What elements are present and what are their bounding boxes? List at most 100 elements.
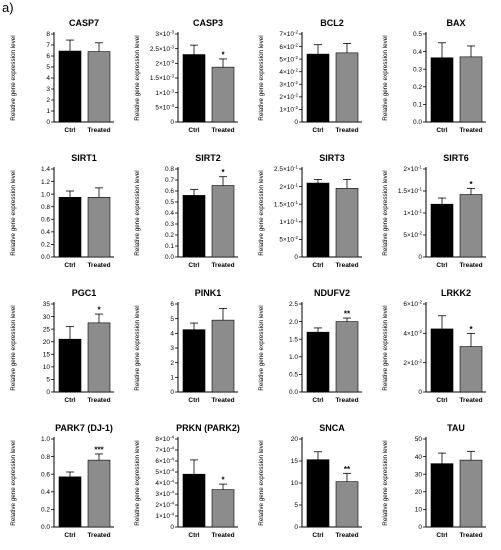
y-tick-label: 5×10-2 [279, 235, 298, 244]
y-tick-label: 5×10-4 [155, 468, 174, 477]
chart-title: PRKN (PARK2) [176, 423, 240, 433]
bar-treated [459, 194, 483, 258]
y-axis-label: Relative gene expression level [10, 170, 17, 255]
bar-ctrl [430, 57, 454, 123]
y-tick-label: 0 [170, 524, 174, 531]
x-tick-label: Ctrl [64, 532, 75, 539]
x-tick-label: Treated [459, 262, 482, 269]
bar-treated [211, 489, 235, 528]
x-tick-label: Ctrl [436, 397, 447, 404]
bar-ctrl [182, 195, 206, 258]
y-axis-label: Relative gene expression level [10, 305, 17, 390]
y-tick-label: 6 [46, 53, 50, 60]
y-tick-label: 0.2 [413, 84, 422, 91]
y-tick-label: 0.4 [165, 210, 174, 217]
chart-panel-bax: BAX Relative gene expression level 0.0 0.1 0… [382, 18, 486, 134]
y-tick-label: 8 [46, 31, 50, 38]
y-axis-label: Relative gene expression level [258, 170, 265, 255]
x-tick-label: Treated [335, 262, 358, 269]
y-tick-label: 2×10-1 [279, 182, 298, 191]
y-tick-label: 4×10-2 [403, 329, 422, 338]
y-tick-label: 6×10-4 [155, 457, 174, 466]
bar-treated [87, 459, 111, 528]
chart-title: NDUFV2 [314, 288, 350, 298]
y-tick-label: 0.0 [165, 254, 174, 261]
chart-title: SIRT3 [319, 153, 345, 163]
bar-ctrl [182, 473, 206, 528]
y-tick-label: 3 [170, 345, 174, 352]
y-tick-label: 2.5 [289, 301, 298, 308]
y-tick-label: 10 [43, 364, 51, 371]
y-tick-label: 20 [291, 436, 299, 443]
bar-treated [459, 459, 483, 528]
bar-treated [335, 481, 359, 528]
y-tick-label: 4 [46, 75, 50, 82]
y-tick-label: 1 [170, 375, 174, 382]
bar-treated [87, 322, 111, 393]
y-tick-label: 0.6 [165, 188, 174, 195]
y-tick-label: 5 [46, 377, 50, 384]
chart-panel-casp7: CASP7 Relative gene expression level 0 1 2 3 4… [10, 18, 114, 134]
x-tick-label: Ctrl [64, 262, 75, 269]
y-tick-label: 5 [170, 316, 174, 323]
y-tick-label: 40 [415, 454, 423, 461]
bar-treated [335, 321, 359, 393]
y-tick-label: 25 [43, 326, 51, 333]
chart-title: CASP7 [69, 18, 99, 28]
x-tick-label: Ctrl [188, 397, 199, 404]
y-tick-label: 0.7 [165, 177, 174, 184]
significance-marker: ** [344, 465, 351, 474]
y-tick-label: 2×10-3 [155, 59, 174, 68]
x-tick-label: Treated [87, 397, 110, 404]
significance-marker: ** [344, 310, 351, 319]
chart-title: PARK7 (DJ-1) [55, 423, 113, 433]
y-tick-label: 0 [294, 254, 298, 261]
x-tick-label: Ctrl [312, 532, 323, 539]
chart-panel-pink1: PINK1 Relative gene expression level 0 1 2 3 4… [134, 288, 238, 404]
y-tick-label: 5×10-4 [155, 103, 174, 112]
bar-treated [211, 319, 235, 393]
y-tick-label: 0 [170, 389, 174, 396]
y-tick-label: 3 [46, 86, 50, 93]
x-tick-label: Ctrl [312, 262, 323, 269]
bar-treated [335, 188, 359, 258]
y-tick-label: 5 [294, 502, 298, 509]
y-tick-label: 2 [46, 97, 50, 104]
chart-title: PGC1 [72, 288, 97, 298]
y-tick-label: 0 [170, 119, 174, 126]
bar-ctrl [306, 182, 330, 258]
x-tick-label: Treated [211, 262, 234, 269]
y-tick-label: 1.5×10-3 [150, 74, 175, 83]
y-tick-label: 0.4 [41, 229, 50, 236]
y-tick-label: 2.5×10-3 [150, 44, 175, 53]
y-tick-label: 1.5×10-1 [274, 200, 299, 209]
bar-ctrl [430, 203, 454, 258]
x-tick-label: Ctrl [188, 127, 199, 134]
y-tick-label: 2 [170, 360, 174, 367]
significance-marker: * [221, 168, 225, 177]
x-tick-label: Treated [211, 532, 234, 539]
y-tick-label: 3×10-2 [279, 80, 298, 89]
y-tick-label: 3×10-4 [155, 490, 174, 499]
y-tick-label: 0.8 [41, 454, 50, 461]
y-tick-label: 0.6 [41, 471, 50, 478]
y-tick-label: 0.2 [41, 507, 50, 514]
bar-treated [459, 56, 483, 123]
y-tick-label: 10 [415, 507, 423, 514]
bar-treated [211, 185, 235, 258]
chart-panel-ndufv2: NDUFV2 Relative gene expression level 0.0 0… [258, 288, 362, 404]
bar-treated [87, 196, 111, 258]
y-tick-label: 0.0 [289, 389, 298, 396]
y-tick-label: 0.6 [41, 216, 50, 223]
chart-panel-sirt6: SIRT6 Relative gene expression level 0 5×10… [382, 153, 486, 269]
y-tick-label: 0.3 [413, 66, 422, 73]
chart-title: CASP3 [193, 18, 223, 28]
y-tick-label: 0 [418, 524, 422, 531]
significance-marker: *** [94, 445, 104, 454]
chart-panel-sirt1: SIRT1 Relative gene expression level 0.0 0.… [10, 153, 114, 269]
x-tick-label: Ctrl [436, 262, 447, 269]
chart-title: LRKK2 [441, 288, 471, 298]
chart-panel-casp3: CASP3 Relative gene expression level 0 5×10… [134, 18, 238, 134]
x-tick-label: Treated [335, 532, 358, 539]
chart-title: BCL2 [320, 18, 344, 28]
